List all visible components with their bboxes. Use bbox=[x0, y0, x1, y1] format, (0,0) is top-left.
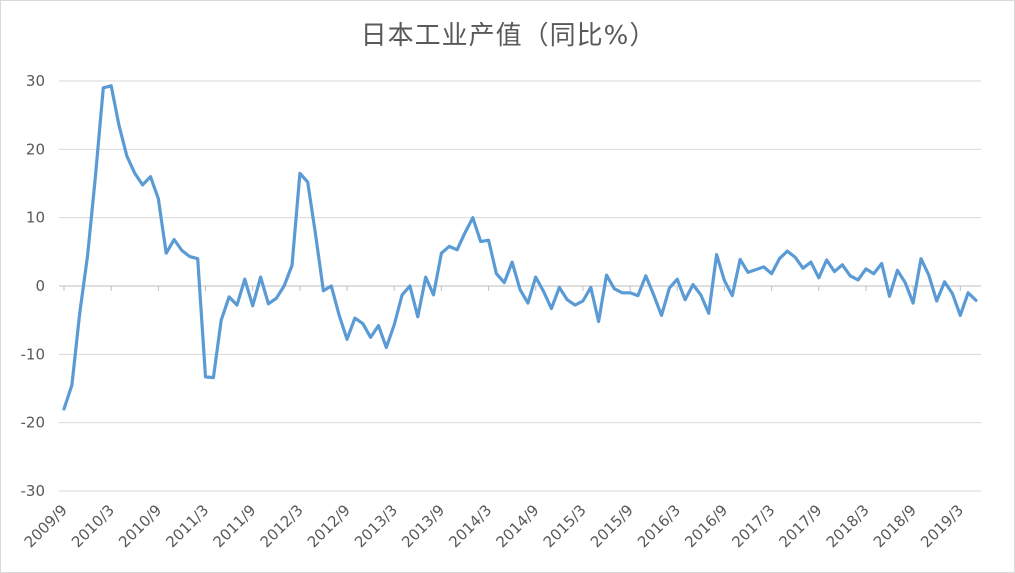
x-tick-label: 2013/3 bbox=[351, 501, 401, 551]
x-tick-label: 2018/3 bbox=[823, 501, 873, 551]
x-tick-label: 2011/9 bbox=[209, 501, 259, 551]
x-tick-label: 2015/3 bbox=[540, 501, 590, 551]
x-tick-label: 2010/9 bbox=[115, 501, 165, 551]
chart-title: 日本工业产值（同比%） bbox=[360, 21, 657, 51]
x-tick-label: 2009/9 bbox=[21, 501, 71, 551]
y-tick-label: -10 bbox=[21, 345, 46, 363]
x-tick-label: 2016/3 bbox=[634, 501, 684, 551]
x-tick-label: 2010/3 bbox=[68, 501, 118, 551]
x-tick-label: 2014/3 bbox=[445, 501, 495, 551]
y-tick-label: 20 bbox=[26, 140, 45, 158]
x-tick-label: 2012/3 bbox=[257, 501, 307, 551]
x-tick-label: 2018/9 bbox=[870, 501, 920, 551]
x-tick-label: 2014/9 bbox=[493, 501, 543, 551]
y-tick-label: 0 bbox=[35, 277, 45, 295]
y-tick-label: 30 bbox=[26, 72, 45, 90]
x-tick-label: 2013/9 bbox=[398, 501, 448, 551]
x-tick-label: 2017/9 bbox=[776, 501, 826, 551]
x-tick-label: 2019/3 bbox=[917, 501, 967, 551]
x-tick-label: 2017/3 bbox=[728, 501, 778, 551]
y-tick-label: -30 bbox=[21, 482, 46, 500]
y-tick-label: -20 bbox=[21, 414, 46, 432]
x-tick-label: 2015/9 bbox=[587, 501, 637, 551]
series-line bbox=[62, 84, 978, 411]
x-tick-label: 2016/9 bbox=[681, 501, 731, 551]
x-tick-label: 2012/9 bbox=[304, 501, 354, 551]
x-tick-label: 2011/3 bbox=[162, 501, 212, 551]
y-tick-label: 10 bbox=[26, 209, 45, 227]
